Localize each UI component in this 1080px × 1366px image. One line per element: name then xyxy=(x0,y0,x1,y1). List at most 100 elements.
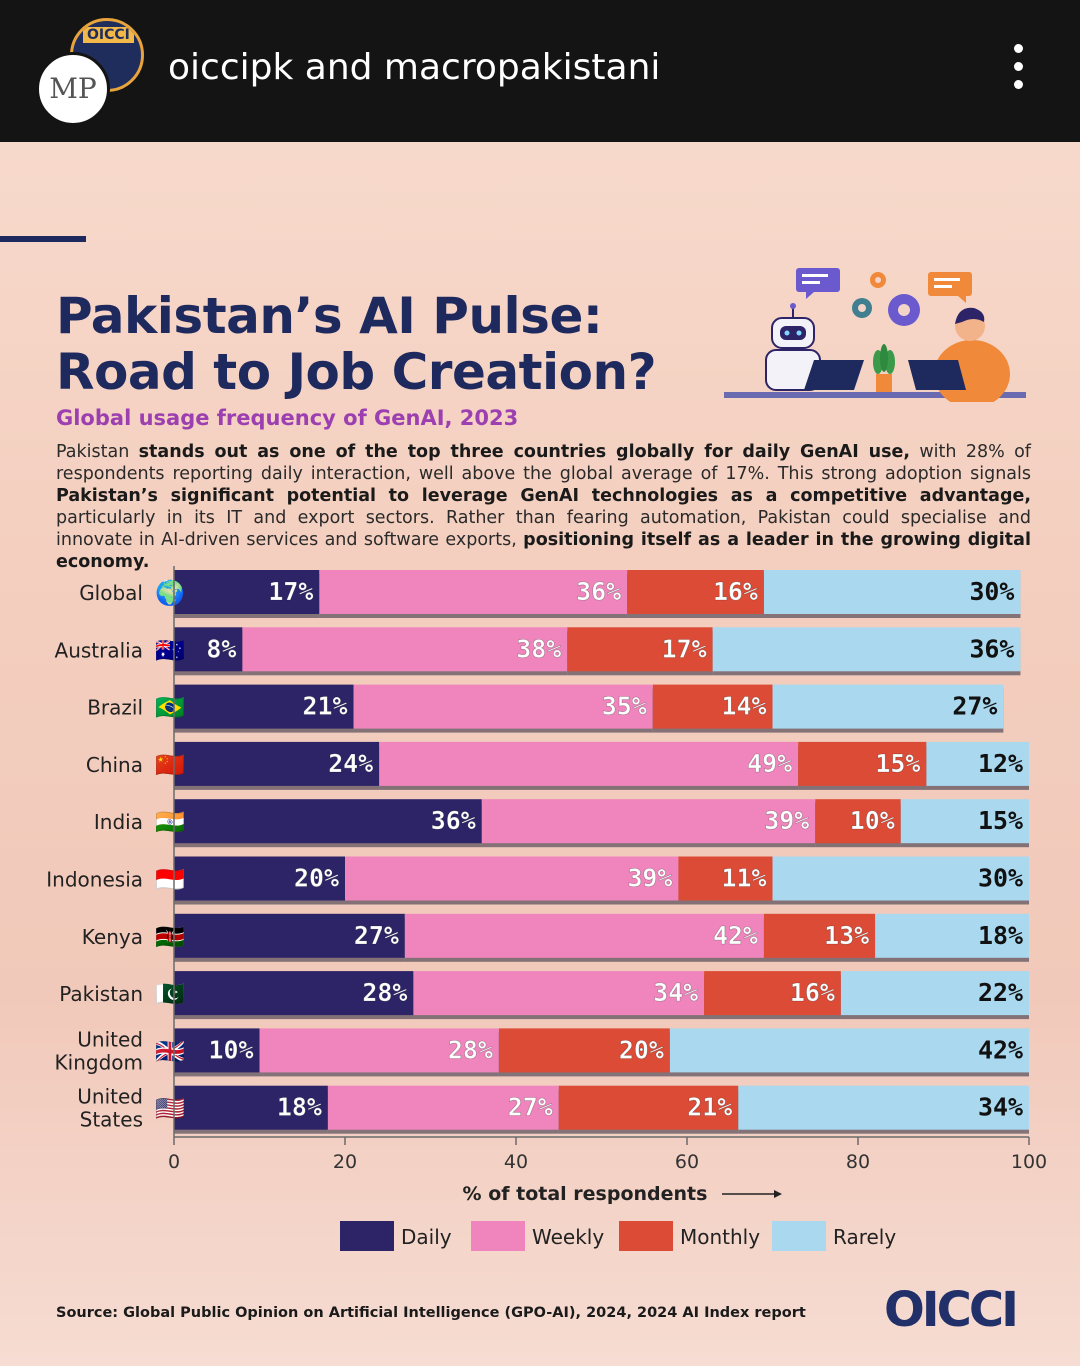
category-label: Brazil xyxy=(87,696,143,720)
legend-swatch-rarely xyxy=(772,1221,826,1251)
bar-segment-monthly xyxy=(704,971,841,1016)
bar-value-label: 30% xyxy=(978,864,1023,893)
flag-icon: 🇵🇰 xyxy=(155,980,185,1008)
bar-value-label: 18% xyxy=(277,1093,322,1122)
legend-label: Weekly xyxy=(532,1225,604,1249)
body-text-segment: positioning itself as a leader in the gr… xyxy=(56,530,1031,572)
bar-value-label: 21% xyxy=(303,692,348,721)
plant-icon xyxy=(873,344,895,392)
bar-segment-weekly xyxy=(345,856,679,901)
body-text-segment: Pakistan’s significant potential to leve… xyxy=(56,486,1031,506)
bar-segment-rarely xyxy=(926,741,1029,786)
accent-line xyxy=(0,236,86,242)
stacked-bar-chart: 17% 36% 16% 30% Global 🌍 8% 38% 17% 36% Australia 🇦… xyxy=(46,566,1047,1251)
bar-segment-monthly xyxy=(498,1028,670,1073)
bar-value-label: 15% xyxy=(978,806,1023,835)
oicci-logo: OICCI xyxy=(884,1282,1019,1338)
bar-value-label: 18% xyxy=(978,921,1023,950)
bar-value-label: 10% xyxy=(850,806,895,835)
bar-value-label: 39% xyxy=(627,864,672,893)
bar-segment-rarely xyxy=(712,627,1021,672)
bar-segment-rarely xyxy=(772,856,1029,901)
bar-value-label: 13% xyxy=(824,921,869,950)
bar-value-label: 16% xyxy=(790,978,835,1007)
bar-segment-weekly xyxy=(413,971,705,1016)
bar-value-label: 10% xyxy=(209,1035,254,1064)
bar-value-label: 11% xyxy=(722,864,767,893)
flag-icon: 🇺🇸 xyxy=(155,1095,185,1123)
body-text-segment: Pakistan xyxy=(56,442,139,462)
title-line-2: Road to Job Creation? xyxy=(56,343,657,401)
category-label: United xyxy=(77,1085,143,1109)
macropakistani-avatar[interactable]: MP xyxy=(36,52,110,126)
category-label: China xyxy=(86,753,143,777)
category-label: Global xyxy=(79,581,143,605)
flag-icon: 🇮🇳 xyxy=(155,808,185,836)
x-axis-arrowhead xyxy=(774,1190,782,1198)
bar-value-label: 49% xyxy=(747,749,792,778)
chat-bubble-icon xyxy=(928,272,972,303)
flag-icon: 🇨🇳 xyxy=(155,751,185,779)
username[interactable]: oiccipk and macropakistani xyxy=(168,47,661,88)
bar-segment-daily xyxy=(174,1028,260,1073)
bar-segment-monthly xyxy=(652,684,773,729)
bar-value-label: 27% xyxy=(354,921,399,950)
flag-icon: 🇧🇷 xyxy=(155,694,185,722)
flag-icon: 🇦🇺 xyxy=(155,636,185,664)
post-header: OICCI MP oiccipk and macropakistani xyxy=(0,0,1080,142)
avatar-back-text: OICCI xyxy=(83,27,134,43)
bar-segment-weekly xyxy=(379,741,799,786)
bar-value-label: 39% xyxy=(764,806,809,835)
bar-value-label: 27% xyxy=(952,692,997,721)
more-options-icon[interactable] xyxy=(1008,44,1028,98)
legend-swatch-weekly xyxy=(471,1221,525,1251)
laptop-icon xyxy=(908,360,966,390)
bar-segment-monthly xyxy=(567,627,713,672)
bar-value-label: 12% xyxy=(978,749,1023,778)
chat-bubble-icon xyxy=(796,268,840,299)
bar-value-label: 17% xyxy=(268,577,313,606)
bar-value-label: 42% xyxy=(978,1035,1023,1064)
ai-illustration xyxy=(724,268,1026,402)
bar-segment-monthly xyxy=(678,856,773,901)
x-tick-label: 80 xyxy=(846,1151,870,1173)
bar-value-label: 38% xyxy=(516,634,561,663)
category-label: States xyxy=(80,1108,143,1132)
bar-segment-monthly xyxy=(798,741,927,786)
x-tick-label: 60 xyxy=(675,1151,699,1173)
bar-segment-rarely xyxy=(875,913,1029,958)
bar-segment-daily xyxy=(174,627,243,672)
body-text-segment: with 28% of respondents reporting daily … xyxy=(56,442,1031,484)
body-text-segment: particularly in its IT and export sector… xyxy=(56,508,1031,550)
bar-value-label: 42% xyxy=(713,921,758,950)
desk-line xyxy=(724,392,1026,398)
category-label: Indonesia xyxy=(46,868,143,892)
legend-swatch-daily xyxy=(340,1221,394,1251)
bar-segment-daily xyxy=(174,570,320,614)
bar-value-label: 21% xyxy=(687,1093,732,1122)
flag-icon: 🇬🇧 xyxy=(155,1037,185,1065)
bar-segment-daily xyxy=(174,1085,328,1130)
bar-segment-weekly xyxy=(481,799,816,844)
bar-segment-daily xyxy=(174,913,405,958)
body-paragraph: Pakistan stands out as one of the top th… xyxy=(56,441,1031,573)
bar-segment-rarely xyxy=(772,684,1004,729)
chart-subtitle: Global usage frequency of GenAI, 2023 xyxy=(56,406,519,430)
bar-segment-weekly xyxy=(259,1028,499,1073)
laptop-icon xyxy=(804,360,864,390)
bar-segment-daily xyxy=(174,799,482,844)
bar-value-label: 34% xyxy=(653,978,698,1007)
bar-value-label: 36% xyxy=(431,806,476,835)
bar-value-label: 28% xyxy=(362,978,407,1007)
bar-segment-daily xyxy=(174,856,345,901)
body-text-segment: stands out as one of the top three count… xyxy=(138,442,911,462)
x-axis-title: % of total respondents xyxy=(463,1183,708,1205)
bar-value-label: 17% xyxy=(662,634,707,663)
bar-segment-weekly xyxy=(353,684,653,729)
flag-icon: 🌍 xyxy=(155,579,185,607)
bar-value-label: 22% xyxy=(978,978,1023,1007)
bar-segment-daily xyxy=(174,684,354,729)
bar-segment-rarely xyxy=(669,1028,1029,1073)
bar-value-label: 36% xyxy=(969,634,1014,663)
bar-segment-monthly xyxy=(627,570,764,614)
